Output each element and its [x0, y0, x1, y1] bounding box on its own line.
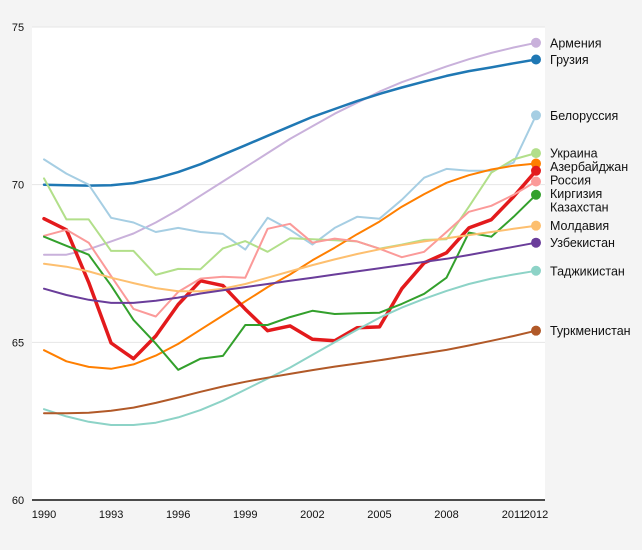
x-tick-label: 1993 — [99, 509, 123, 521]
x-tick-label: 1990 — [32, 509, 56, 521]
x-tick-label: 1996 — [166, 509, 190, 521]
x-tick-label: 2002 — [300, 509, 324, 521]
series-11-line — [43, 329, 537, 415]
series-5-end-marker — [531, 165, 541, 176]
series-7-line — [43, 193, 537, 371]
legend-label: Таджикистан — [550, 264, 625, 278]
plot-area — [32, 27, 545, 500]
series-9-end-marker — [531, 237, 541, 248]
legend-label: Белоруссия — [550, 109, 618, 123]
series-10-line — [43, 269, 537, 426]
x-tick-label: 2011 — [502, 509, 526, 521]
series-8-end-marker — [531, 220, 541, 231]
y-tick-label: 60 — [12, 495, 24, 507]
series-6-line — [43, 180, 537, 318]
x-tick-label: 2012 — [524, 509, 548, 521]
series-10-end-marker — [531, 265, 541, 276]
series-3-end-marker — [531, 148, 541, 159]
y-axis-ticks: 60 65 70 75 — [12, 22, 24, 507]
series-2-end-marker — [531, 110, 541, 121]
series-lines — [42, 37, 541, 426]
x-tick-label: 1999 — [233, 509, 257, 521]
legend-label: Киргизия — [550, 187, 602, 201]
series-11-end-marker — [531, 325, 541, 336]
legend-label: Армения — [550, 36, 602, 50]
series-5-line — [42, 169, 538, 361]
legend-label: Узбекистан — [550, 236, 615, 250]
series-0-end-marker — [531, 37, 541, 48]
legend: Армения Грузия Белоруссия УкраинаАзербайджа… — [550, 36, 631, 338]
series-1-end-marker — [531, 54, 541, 65]
legend-label: Молдавия — [550, 219, 609, 233]
y-tick-label: 75 — [12, 22, 24, 34]
series-2-line — [43, 114, 537, 251]
x-tick-label: 2008 — [434, 509, 458, 521]
series-1-line — [42, 58, 538, 187]
legend-label: Казахстан — [550, 201, 609, 215]
legend-label: Украина — [550, 147, 598, 161]
series-4-line — [43, 162, 537, 370]
series-3-line — [43, 152, 537, 276]
series-7-end-marker — [531, 189, 541, 200]
legend-label: Грузия — [550, 53, 589, 67]
series-4-end-marker — [531, 158, 541, 169]
y-tick-label: 70 — [12, 180, 24, 192]
legend-label: Азербайджан — [550, 160, 628, 174]
series-9-line — [43, 241, 537, 304]
x-tick-label: 2005 — [367, 509, 391, 521]
y-tick-label: 65 — [12, 337, 24, 349]
legend-label: Россия — [550, 174, 591, 188]
series-6-end-marker — [531, 176, 541, 187]
series-8-line — [43, 224, 537, 293]
series-0-line — [43, 41, 537, 256]
legend-label: Туркменистан — [550, 324, 631, 338]
